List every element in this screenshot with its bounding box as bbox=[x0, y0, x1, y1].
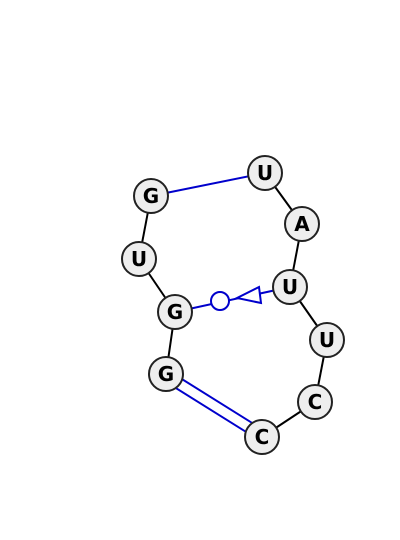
nucleotide-circle bbox=[157, 294, 193, 330]
pairs-group bbox=[150, 172, 291, 441]
nucleotide-circle bbox=[247, 155, 283, 191]
nucleotide-node: U bbox=[121, 241, 157, 277]
base-pair-double-line bbox=[162, 379, 260, 441]
pair-circle-symbol bbox=[210, 291, 230, 311]
nucleotide-label: U bbox=[257, 161, 273, 185]
nucleotide-node: G bbox=[133, 178, 169, 214]
nucleotide-node: C bbox=[297, 384, 333, 420]
nucleotide-node: G bbox=[148, 356, 184, 392]
nucleotide-circle bbox=[148, 356, 184, 392]
nucleotide-circle bbox=[284, 206, 320, 242]
pair-triangle-symbol bbox=[233, 285, 263, 305]
nucleotide-circle bbox=[309, 322, 345, 358]
nucleotides-group: G U U A U U C C bbox=[121, 155, 345, 455]
nucleotide-circle bbox=[244, 419, 280, 455]
nucleotide-node: G bbox=[157, 294, 193, 330]
nucleotide-label: A bbox=[294, 212, 310, 236]
nucleotide-node: U bbox=[309, 322, 345, 358]
nucleotide-label: C bbox=[308, 390, 323, 414]
nucleotide-node: U bbox=[272, 269, 308, 305]
nucleotide-label: G bbox=[143, 184, 159, 208]
nucleotide-circle bbox=[297, 384, 333, 420]
nucleotide-label: G bbox=[158, 362, 174, 386]
nucleotide-label: U bbox=[319, 328, 335, 352]
nucleotide-label: G bbox=[167, 300, 183, 324]
base-pair-noncanonical-line bbox=[174, 286, 291, 313]
nucleotide-node: A bbox=[284, 206, 320, 242]
base-pair-double-line bbox=[168, 370, 266, 432]
nucleotide-circle bbox=[121, 241, 157, 277]
base-pair-line bbox=[150, 172, 266, 197]
nucleotide-label: U bbox=[282, 275, 298, 299]
nucleotide-label: U bbox=[131, 247, 147, 271]
nucleotide-circle bbox=[133, 178, 169, 214]
nucleotide-label: C bbox=[255, 425, 270, 449]
nucleotide-node: C bbox=[244, 419, 280, 455]
nucleotide-node: U bbox=[247, 155, 283, 191]
nucleotide-circle bbox=[272, 269, 308, 305]
